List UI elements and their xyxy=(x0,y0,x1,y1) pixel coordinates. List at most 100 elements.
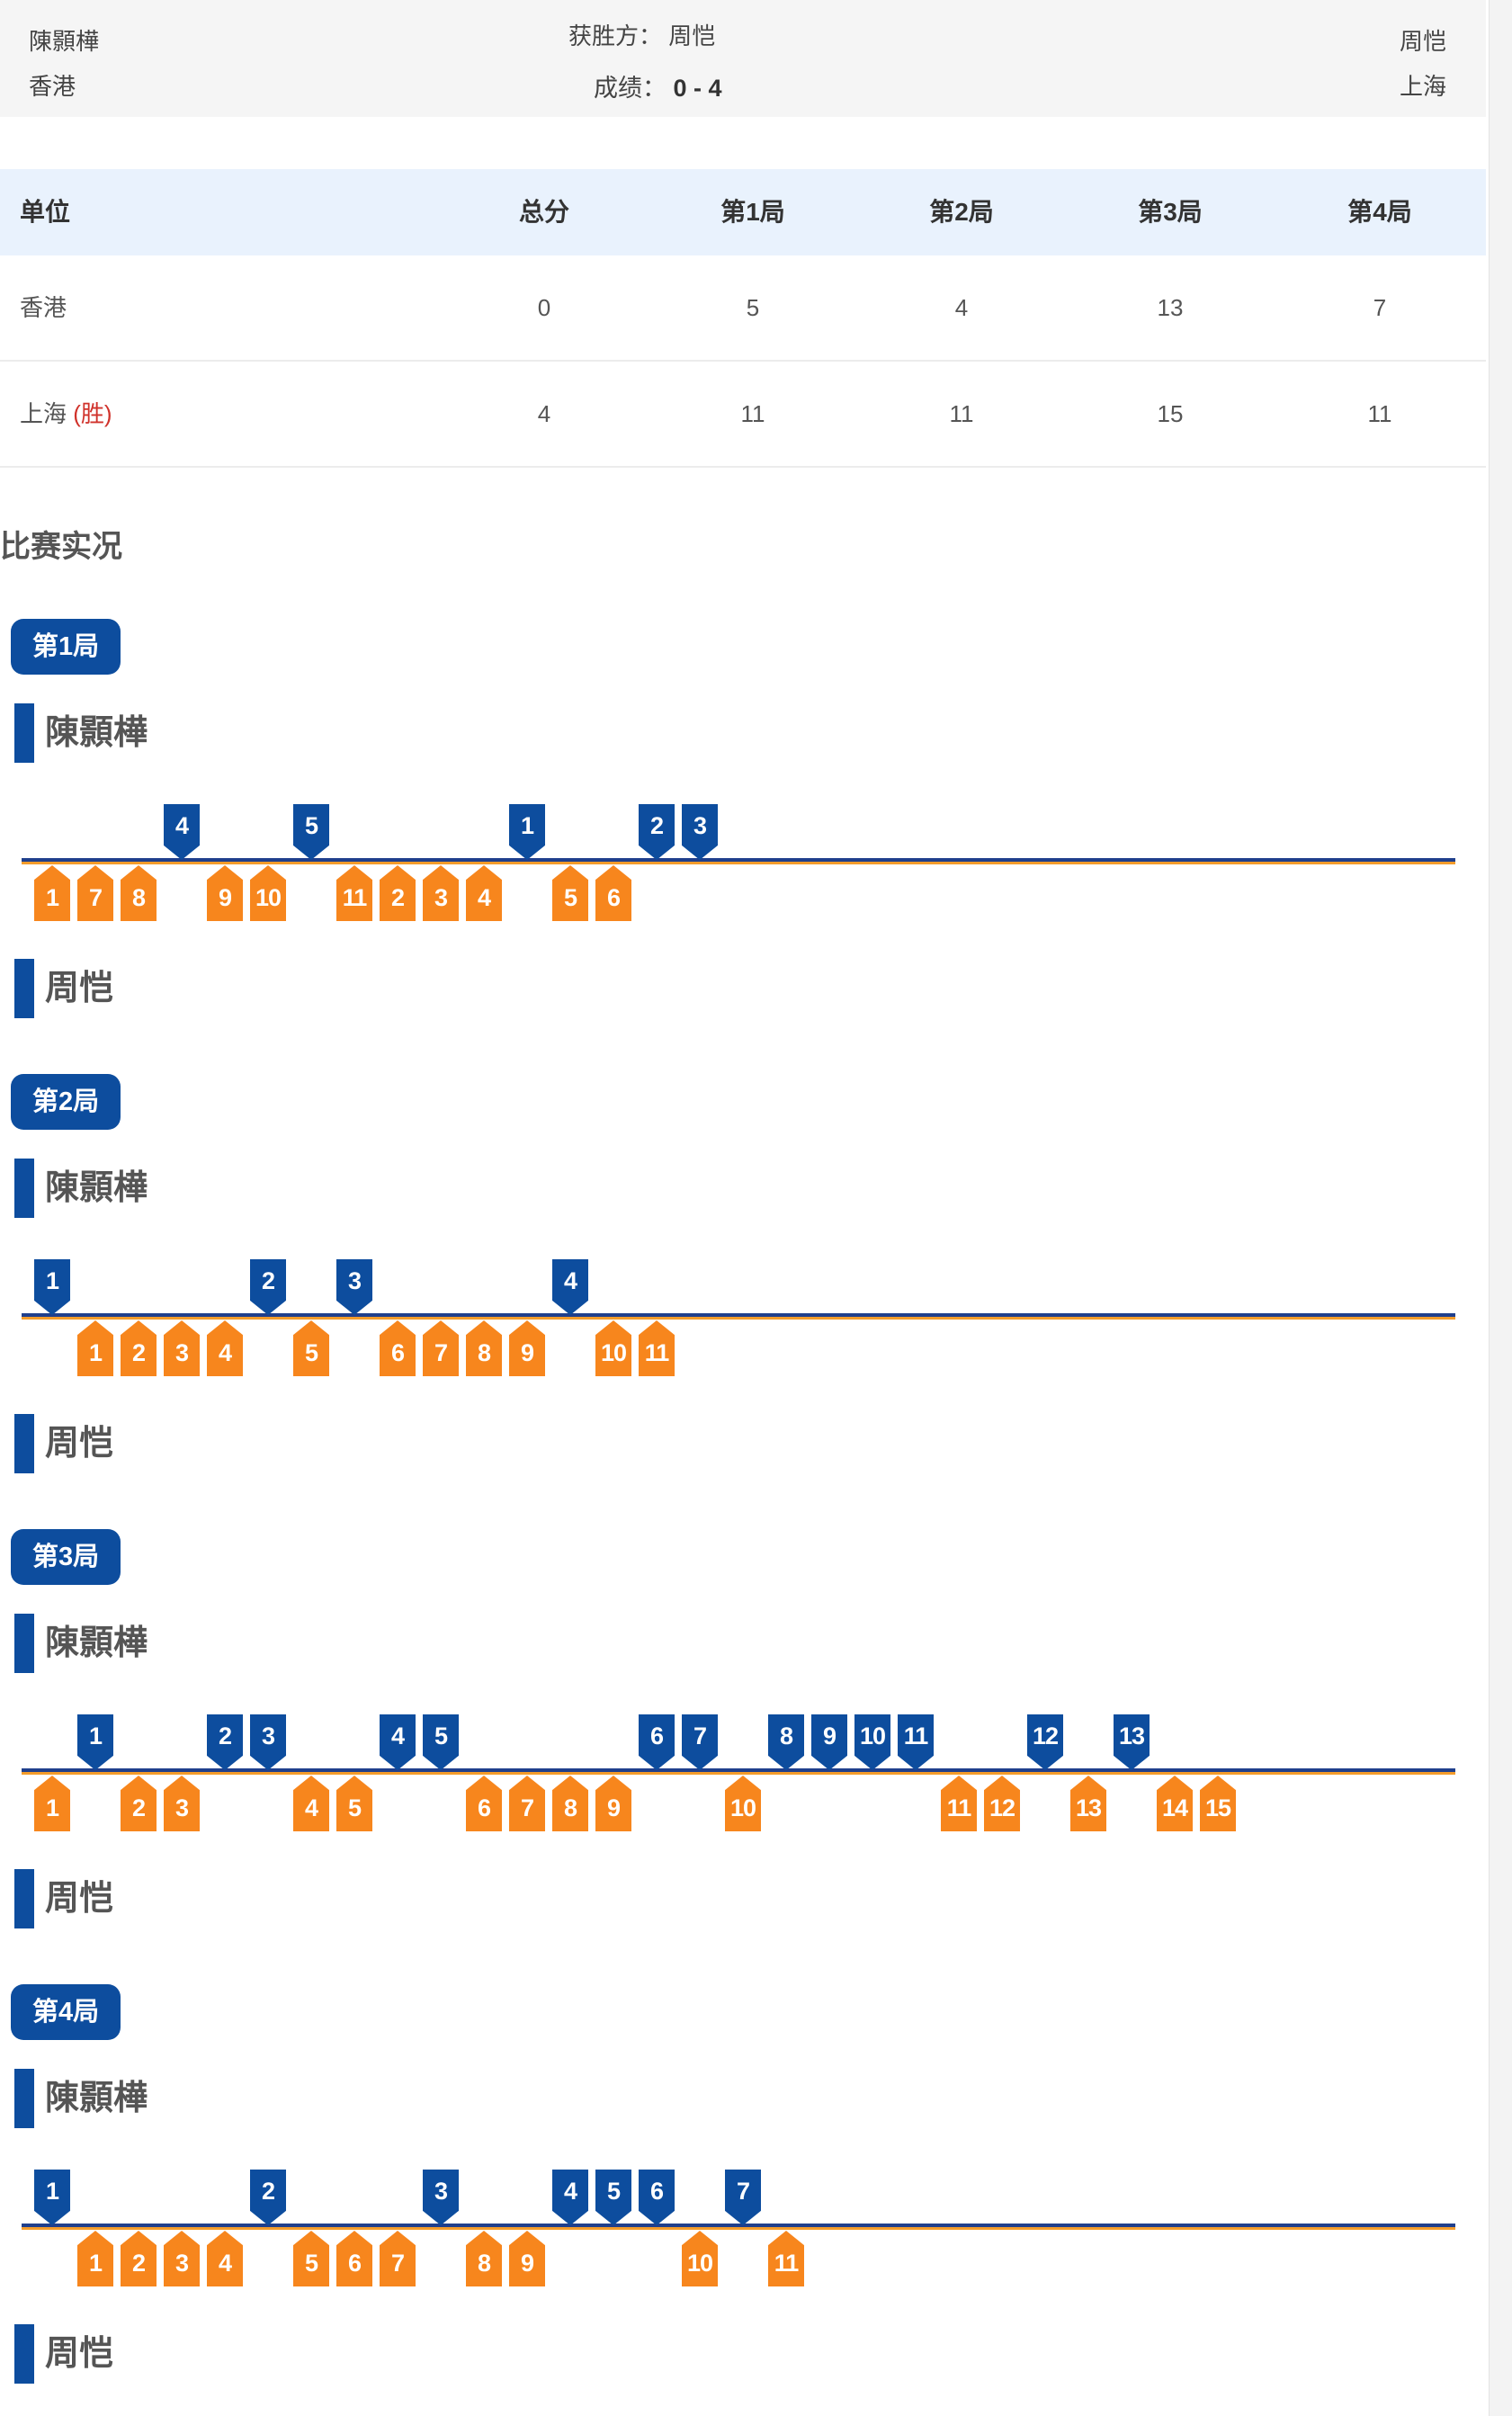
point-marker-top-player: 3 xyxy=(336,1259,372,1315)
point-marker-bottom-player: 9 xyxy=(207,865,243,921)
point-marker-bottom-player: 6 xyxy=(595,865,631,921)
top-player-name: 陳顥樺 xyxy=(14,1159,148,1218)
timeline-line-blue xyxy=(22,2224,1455,2227)
point-marker-top-player: 6 xyxy=(639,1714,675,1770)
point-marker-top-player: 3 xyxy=(423,2170,459,2225)
bottom-player-name: 周恺 xyxy=(14,1414,113,1473)
point-timeline: 1 1 2 3 4 2 5 6 7 3 8 9 4 5 6 10 7 11 xyxy=(22,2170,1455,2286)
point-marker-bottom-player: 1 xyxy=(34,1776,70,1831)
section-title: 比赛实况 xyxy=(0,530,122,564)
cell-game-1: 11 xyxy=(740,400,765,427)
cell-game-2: 4 xyxy=(954,294,969,321)
header-game-2: 第2局 xyxy=(929,198,994,226)
point-marker-bottom-player: 5 xyxy=(293,2231,329,2286)
point-marker-bottom-player: 12 xyxy=(984,1776,1020,1831)
point-marker-top-player: 10 xyxy=(854,1714,890,1770)
point-marker-bottom-player: 1 xyxy=(77,2231,113,2286)
point-marker-top-player: 6 xyxy=(639,2170,675,2225)
point-marker-top-player: 11 xyxy=(898,1714,934,1770)
point-marker-bottom-player: 11 xyxy=(336,865,372,921)
team-a-name: 香港 xyxy=(29,73,76,100)
point-marker-top-player: 1 xyxy=(34,1259,70,1315)
point-marker-bottom-player: 10 xyxy=(725,1776,761,1831)
point-marker-top-player: 4 xyxy=(552,2170,588,2225)
table-header-row: 单位 总分 第1局 第2局 第3局 第4局 xyxy=(0,169,1486,255)
cell-game-4: 7 xyxy=(1373,294,1387,321)
point-marker-top-player: 1 xyxy=(77,1714,113,1770)
point-marker-bottom-player: 5 xyxy=(336,1776,372,1831)
point-marker-top-player: 5 xyxy=(293,804,329,860)
scrollbar[interactable] xyxy=(1489,0,1512,2416)
team-name: 上海 xyxy=(20,400,67,427)
game-badge: 第3局 xyxy=(11,1529,121,1585)
point-marker-bottom-player: 6 xyxy=(466,1776,502,1831)
cell-game-3: 13 xyxy=(1157,294,1184,321)
player-a-name: 陳顥樺 xyxy=(29,28,100,55)
point-marker-top-player: 3 xyxy=(250,1714,286,1770)
point-timeline: 1 1 2 3 2 3 4 5 4 5 6 7 8 9 6 7 10 8 9 10 11 11 12 12 13 13 14 15 xyxy=(22,1714,1455,1831)
point-marker-bottom-player: 4 xyxy=(293,1776,329,1831)
player-b-name: 周恺 xyxy=(1400,28,1447,55)
row-team: 上海 (胜) xyxy=(20,362,290,466)
point-marker-top-player: 7 xyxy=(725,2170,761,2225)
table-row: 香港 0 5 4 13 7 xyxy=(0,255,1486,362)
winner-row: 获胜方： 周恺 xyxy=(568,18,715,51)
match-header: 陳顥樺 香港 获胜方： 周恺 成绩： 0 - 4 周恺 上海 xyxy=(0,0,1486,117)
game-badge: 第4局 xyxy=(11,1984,121,2040)
point-marker-top-player: 12 xyxy=(1027,1714,1063,1770)
timeline-line-blue xyxy=(22,1768,1455,1772)
point-marker-bottom-player: 10 xyxy=(595,1320,631,1376)
point-marker-bottom-player: 9 xyxy=(595,1776,631,1831)
bottom-player-name: 周恺 xyxy=(14,959,113,1018)
point-marker-top-player: 4 xyxy=(380,1714,416,1770)
winner-name: 周恺 xyxy=(668,22,716,49)
timeline-line-orange xyxy=(22,2227,1455,2230)
point-marker-bottom-player: 15 xyxy=(1200,1776,1236,1831)
point-marker-bottom-player: 9 xyxy=(509,1320,545,1376)
team-b-name: 上海 xyxy=(1400,73,1447,100)
header-game-4: 第4局 xyxy=(1347,198,1412,226)
header-total: 总分 xyxy=(518,198,569,226)
top-player-name: 陳顥樺 xyxy=(14,2069,148,2128)
cell-game-1: 5 xyxy=(746,294,760,321)
table-row: 上海 (胜) 4 11 11 15 11 xyxy=(0,362,1486,468)
point-marker-top-player: 8 xyxy=(768,1714,804,1770)
point-marker-top-player: 7 xyxy=(682,1714,718,1770)
bottom-player-name: 周恺 xyxy=(14,1869,113,1928)
score-value: 0 - 4 xyxy=(673,75,722,102)
point-marker-top-player: 2 xyxy=(250,2170,286,2225)
cell-total: 0 xyxy=(537,294,551,321)
game-badge: 第1局 xyxy=(11,619,121,675)
point-marker-bottom-player: 13 xyxy=(1070,1776,1106,1831)
point-marker-top-player: 5 xyxy=(595,2170,631,2225)
point-timeline: 1 7 8 4 9 10 5 11 2 3 4 1 5 6 2 3 xyxy=(22,804,1455,921)
point-marker-bottom-player: 3 xyxy=(423,865,459,921)
point-marker-bottom-player: 11 xyxy=(639,1320,675,1376)
point-marker-top-player: 2 xyxy=(250,1259,286,1315)
point-marker-bottom-player: 4 xyxy=(207,2231,243,2286)
cell-total: 4 xyxy=(537,400,551,427)
team-name: 香港 xyxy=(20,294,67,321)
point-marker-bottom-player: 7 xyxy=(509,1776,545,1831)
point-marker-bottom-player: 6 xyxy=(380,1320,416,1376)
point-marker-bottom-player: 2 xyxy=(121,1320,157,1376)
game-badge: 第2局 xyxy=(11,1074,121,1130)
point-marker-bottom-player: 10 xyxy=(682,2231,718,2286)
point-marker-top-player: 2 xyxy=(207,1714,243,1770)
point-marker-bottom-player: 5 xyxy=(552,865,588,921)
point-marker-bottom-player: 3 xyxy=(164,1776,200,1831)
row-team: 香港 xyxy=(20,255,290,360)
point-marker-bottom-player: 1 xyxy=(77,1320,113,1376)
timeline-line-orange xyxy=(22,1317,1455,1320)
point-marker-bottom-player: 3 xyxy=(164,1320,200,1376)
point-marker-bottom-player: 14 xyxy=(1157,1776,1193,1831)
point-marker-bottom-player: 2 xyxy=(380,865,416,921)
point-marker-bottom-player: 4 xyxy=(207,1320,243,1376)
point-marker-bottom-player: 11 xyxy=(941,1776,977,1831)
point-marker-bottom-player: 8 xyxy=(552,1776,588,1831)
point-marker-top-player: 1 xyxy=(509,804,545,860)
winner-label: 获胜方： xyxy=(568,22,663,49)
point-marker-top-player: 2 xyxy=(639,804,675,860)
timeline-line-blue xyxy=(22,858,1455,862)
score-row: 成绩： 0 - 4 xyxy=(594,68,722,103)
